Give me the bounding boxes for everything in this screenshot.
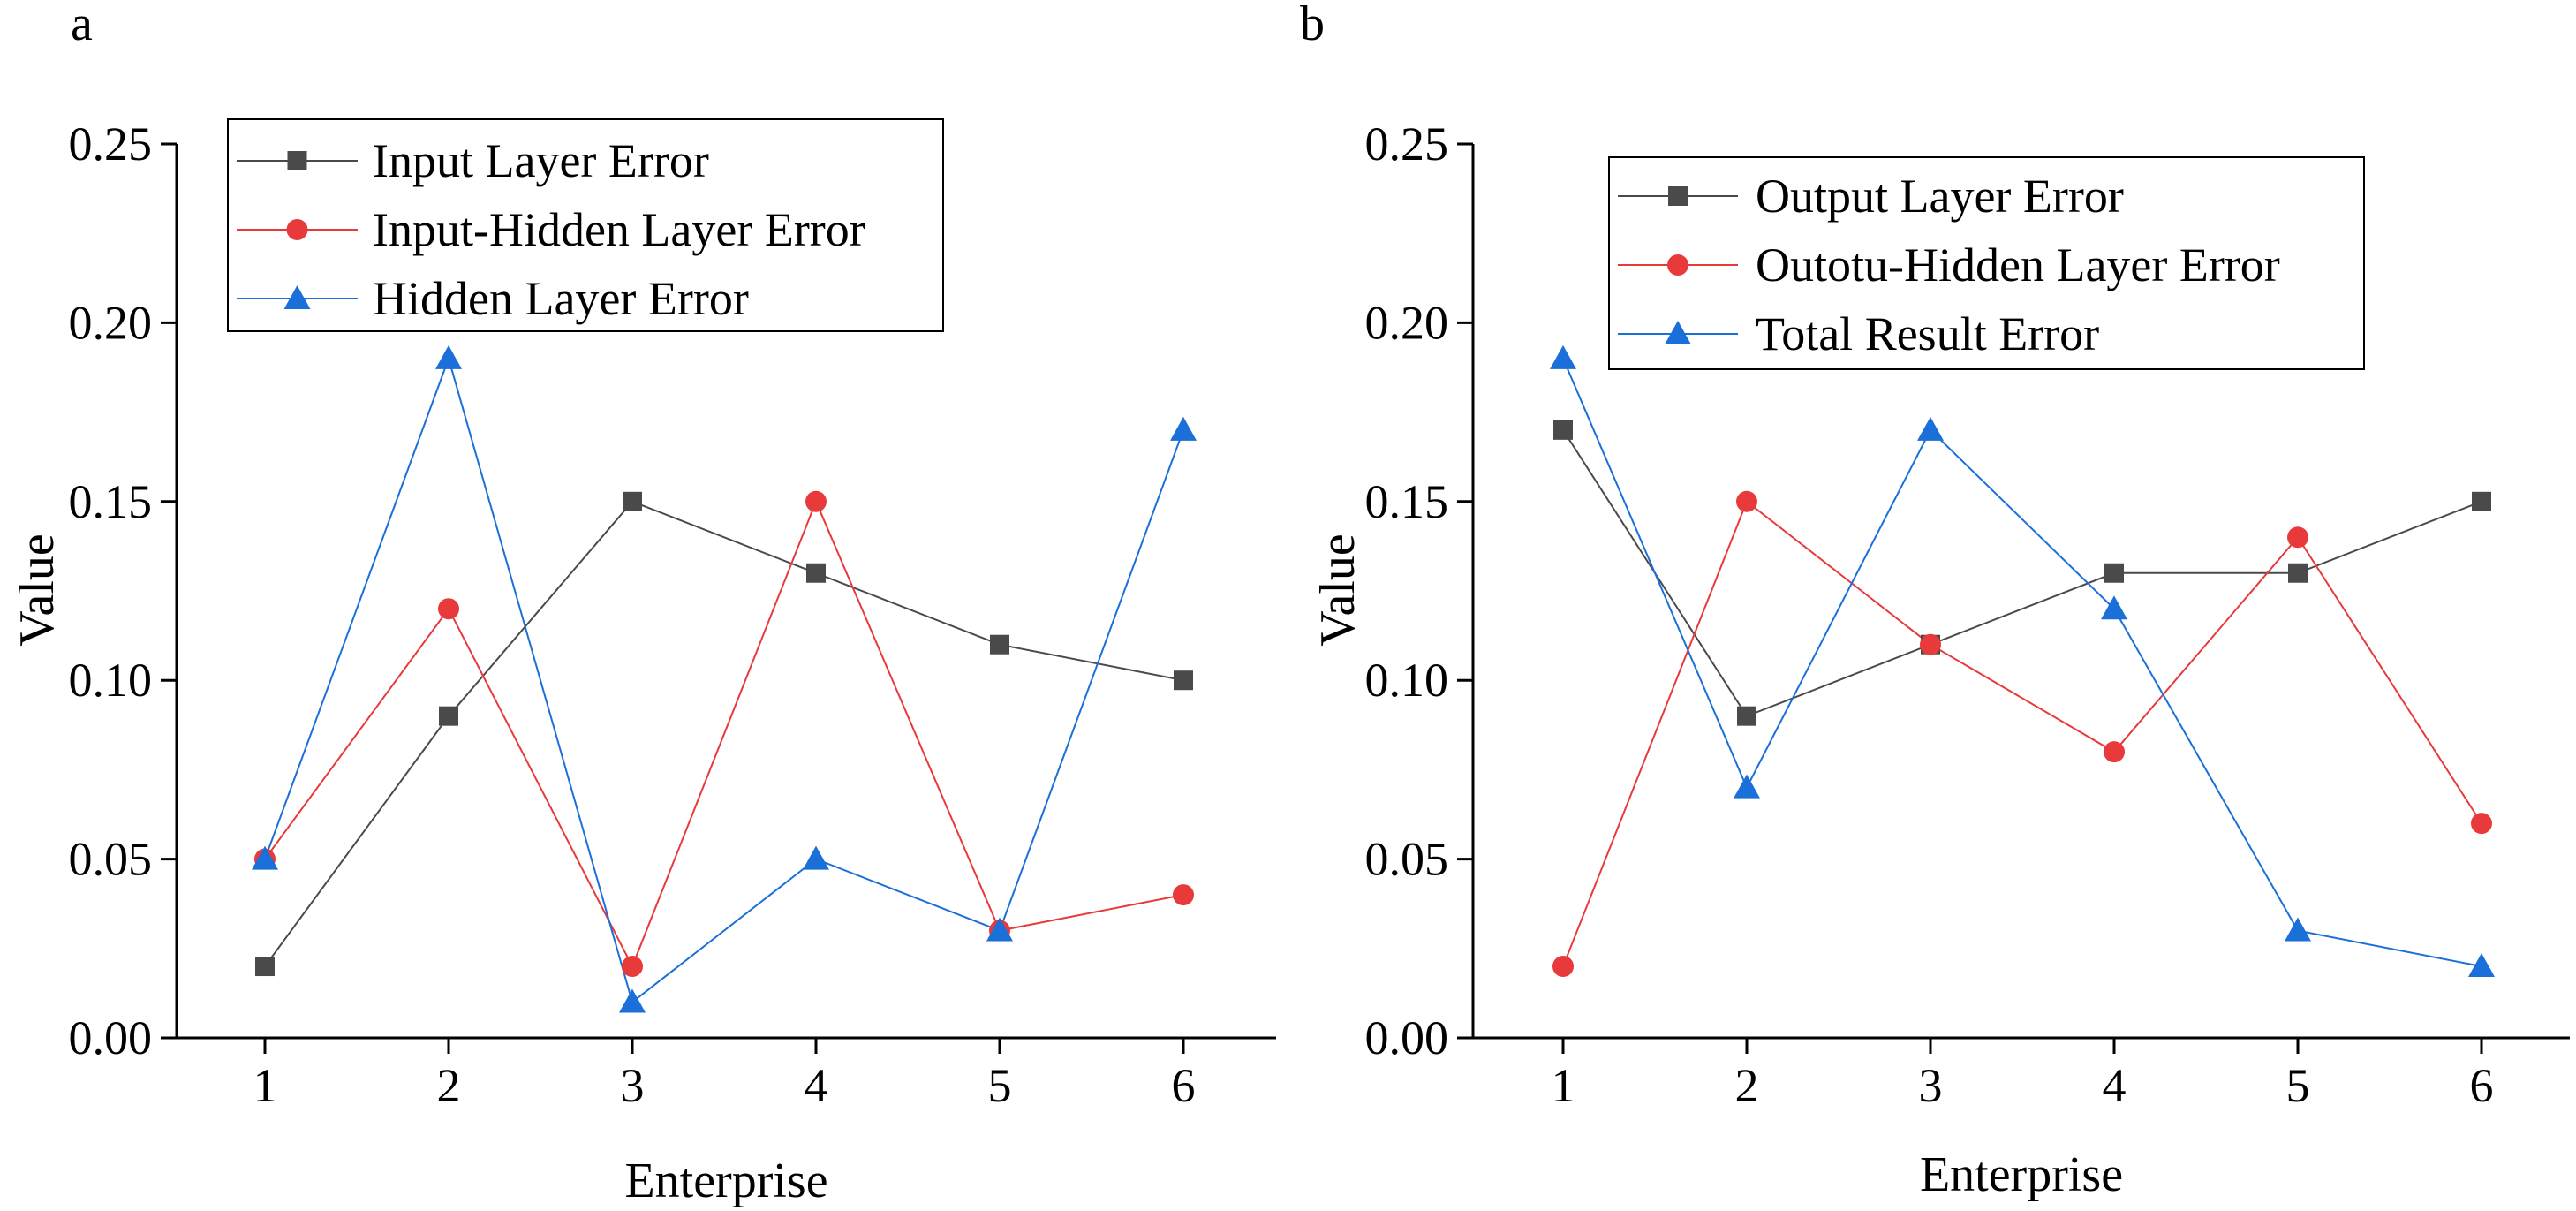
y-tick-label: 0.15 [1365, 475, 1449, 528]
data-point-1-3 [623, 491, 642, 511]
x-tick-label: 1 [253, 1059, 277, 1112]
legend-marker [1667, 254, 1688, 276]
data-point-1-1 [1553, 420, 1573, 440]
data-point-2-4 [805, 490, 827, 512]
data-point-1-2 [1737, 706, 1756, 726]
legend-label: Hidden Layer Error [373, 272, 749, 325]
legend-label: Input Layer Error [373, 134, 709, 187]
x-tick-label: 3 [1919, 1059, 1943, 1112]
x-tick-label: 2 [437, 1059, 461, 1112]
x-tick-label: 1 [1552, 1059, 1575, 1112]
legend-marker [1668, 186, 1688, 206]
legend-label: Total Result Error [1756, 307, 2099, 360]
data-point-2-1 [1552, 956, 1574, 978]
data-point-3-1 [1550, 344, 1576, 369]
data-point-3-2 [1734, 774, 1760, 799]
y-axis-title: Value [10, 534, 64, 647]
legend: Output Layer Error Outotu-Hidden Layer Er… [1608, 156, 2365, 370]
y-tick-label: 0.00 [69, 1011, 153, 1064]
y-tick-label: 0.05 [1365, 833, 1449, 886]
y-tick-label: 0.05 [69, 833, 153, 886]
data-point-2-4 [2104, 741, 2125, 763]
legend-box [227, 118, 944, 332]
data-point-2-6 [2471, 813, 2492, 835]
data-point-1-6 [1174, 670, 1193, 691]
data-point-3-5 [2285, 917, 2311, 942]
y-tick-label: 0.15 [69, 475, 153, 528]
series-line-1 [264, 500, 1184, 967]
data-point-2-2 [1736, 490, 1757, 512]
data-point-3-3 [1917, 416, 1944, 441]
y-tick-label: 0.20 [69, 296, 153, 349]
series-line-3 [1562, 358, 2482, 968]
y-tick-label: 0.10 [1365, 654, 1449, 707]
data-point-2-3 [622, 956, 643, 978]
data-point-1-1 [255, 957, 275, 977]
data-point-2-5 [2287, 526, 2308, 549]
legend-marker [286, 219, 308, 240]
series-line-1 [1562, 429, 2482, 717]
legend-label: Input-Hidden Layer Error [373, 203, 865, 256]
series-line-2 [264, 499, 1184, 969]
data-point-3-1 [252, 845, 278, 870]
y-tick-label: 0.10 [69, 654, 153, 707]
series-line-3 [264, 355, 1184, 1004]
x-axis-title: Enterprise [1920, 1147, 2123, 1202]
panel-label: b [1300, 0, 1325, 51]
x-tick-label: 6 [1172, 1059, 1196, 1112]
x-axis-title: Enterprise [624, 1154, 827, 1208]
y-axis-title: Value [1311, 534, 1365, 647]
data-point-1-5 [2288, 563, 2308, 583]
data-point-2-2 [438, 598, 459, 620]
chart-panel-b: b 0.00 0.05 0.10 0.15 0.20 0.25 1 2 3 4 5 6 Enterpris… [1300, 0, 2570, 1202]
data-point-3-4 [2101, 595, 2127, 620]
data-point-2-3 [1920, 633, 1941, 655]
legend-label: Outotu-Hidden Layer Error [1756, 238, 2280, 291]
x-tick-label: 2 [1735, 1059, 1759, 1112]
panel-label: a [71, 0, 93, 51]
data-point-1-4 [806, 563, 826, 583]
x-tick-label: 3 [621, 1059, 645, 1112]
data-point-1-4 [2104, 563, 2124, 583]
legend-marker [283, 285, 311, 309]
y-tick-label: 0.20 [1365, 296, 1449, 349]
data-point-3-2 [435, 344, 462, 369]
data-point-3-6 [2468, 953, 2495, 978]
data-point-3-5 [986, 917, 1013, 942]
data-point-3-4 [803, 845, 829, 870]
data-point-2-6 [1173, 884, 1194, 906]
x-tick-label: 4 [2103, 1059, 2127, 1112]
y-tick-label: 0.25 [1365, 117, 1449, 170]
chart-panel-a: a 0.00 0.05 0.10 0.15 0.20 0.25 1 2 3 4 5 6 Enterpris… [10, 0, 1276, 1208]
x-tick-label: 6 [2470, 1059, 2494, 1112]
data-point-1-2 [439, 706, 458, 726]
data-point-3-6 [1170, 416, 1197, 441]
x-tick-label: 5 [2286, 1059, 2310, 1112]
y-tick-label: 0.00 [1365, 1011, 1449, 1064]
data-point-3-3 [619, 988, 646, 1013]
data-point-1-5 [990, 634, 1009, 655]
data-point-1-6 [2472, 491, 2491, 511]
y-tick-label: 0.25 [69, 117, 153, 170]
legend-label: Output Layer Error [1756, 170, 2124, 223]
legend: Input Layer Error Input-Hidden Layer Erro… [227, 118, 944, 332]
x-tick-label: 5 [988, 1059, 1012, 1112]
x-tick-label: 4 [805, 1059, 828, 1112]
series-line-2 [1562, 500, 2482, 967]
legend-marker [1665, 321, 1691, 344]
legend-marker [287, 151, 307, 170]
